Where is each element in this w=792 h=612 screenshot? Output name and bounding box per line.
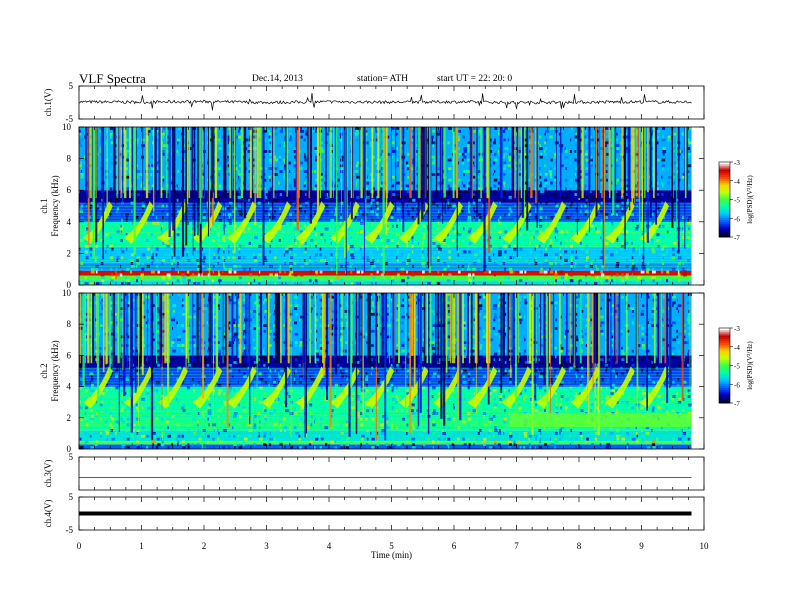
ch2-spectrogram-cbtick--5: -5 [734, 363, 740, 371]
start-time-label: start UT = 22: 20: 0 [437, 74, 513, 84]
ch1-spectrogram-band-0 [79, 280, 692, 285]
ch4-waveform-ylabel: ch.4(V) [43, 500, 53, 528]
ch1-spectrogram-band-7 [79, 190, 692, 203]
ch1-spectrogram-burst-0 [82, 201, 113, 244]
ch1-spectrogram-burst-16 [639, 201, 670, 244]
ch2-spectrogram-cbtick--4: -4 [734, 344, 740, 352]
ch2-spectrogram-ytick-6: 6 [67, 350, 72, 360]
ch2-spectrogram-burst-12 [501, 366, 532, 409]
xtick-5: 5 [389, 541, 394, 551]
ch2-spectrogram-burst-3 [192, 366, 223, 409]
ch1-spectrogram-ylabel: ch.1 [39, 198, 49, 213]
title: VLF Spectra [79, 71, 146, 86]
ch1-spectrogram-ytick-0: 0 [67, 280, 72, 290]
ch1-spectrogram-burst-10 [432, 201, 463, 244]
ch2-spectrogram-ytick-8: 8 [67, 319, 72, 329]
ch1-spectrogram-colorbar: -3 -4 -5 -6 -7 log(PSD)(V²/Hz) [718, 159, 754, 242]
ch2-spectrogram-late-band [510, 413, 692, 428]
ch1-spectrogram-ytick-6: 6 [67, 185, 72, 195]
ch2-spectrogram-burst-8 [364, 366, 395, 409]
ch1-spectrogram-burst-14 [570, 201, 601, 244]
ch1-spectrogram-burst-5 [261, 201, 291, 244]
x-axis-label: Time (min) [371, 550, 412, 560]
ch3-waveform-ylabel: ch.3(V) [43, 460, 53, 488]
ch1-waveform-ytick--5: -5 [66, 114, 74, 124]
xtick-0: 0 [77, 541, 82, 551]
ch2-spectrogram-burst-13 [536, 366, 566, 409]
ch1-spectrogram-ylabel-2: Frequency (kHz) [50, 175, 60, 236]
ch2-spectrogram-ytick-10: 10 [62, 288, 72, 298]
ch2-spectrogram-cbtick--6: -6 [734, 381, 740, 389]
time-axis: 0 1 2 3 4 5 6 7 8 9 10 Time (min) [77, 541, 709, 560]
ch1-spectrogram-image [79, 127, 692, 285]
xtick-4: 4 [327, 541, 332, 551]
ch1-spectrogram-burst-1 [123, 201, 154, 244]
ch1-spectrogram-band-8 [79, 127, 692, 191]
ch1-spectrogram-cbtick--7: -7 [734, 234, 740, 242]
ch1-spectrogram-ytick-8: 8 [67, 154, 72, 164]
xtick-1: 1 [139, 541, 144, 551]
ch1-spectrogram-band-1 [79, 275, 692, 281]
ch1-spectrogram-burst-2 [157, 201, 188, 244]
ch2-spectrogram-burst-2 [157, 366, 188, 409]
ch2-spectrogram-cblabel: log(PSD)(V²/Hz) [746, 341, 754, 390]
ch1-spectrogram-burst-13 [536, 201, 566, 244]
ch2-spectrogram-burst-11 [467, 366, 498, 409]
ch2-spectrogram-ylabel: ch.2 [39, 363, 49, 378]
ch1-spectrogram-cbtick--4: -4 [734, 178, 740, 186]
station-label: station= ATH [357, 74, 409, 84]
xtick-6: 6 [452, 541, 457, 551]
ch1-spectrogram-ytick-10: 10 [62, 122, 72, 132]
ch1-spectrogram-band-2 [79, 270, 692, 276]
xtick-8: 8 [577, 541, 582, 551]
ch3-waveform-ytick-5: 5 [69, 452, 74, 462]
ch2-spectrogram-image [79, 293, 692, 449]
ch4-waveform-ytick-5: 5 [69, 492, 74, 502]
ch2-spectrogram-burst-7 [329, 366, 360, 409]
ch2-spectrogram-burst-6 [295, 366, 326, 409]
ch1-spectrogram-cblabel: log(PSD)(V²/Hz) [746, 175, 754, 224]
ch1-waveform-ylabel: ch.1(V) [43, 89, 53, 117]
ch2-spectrogram-ytick-2: 2 [67, 413, 72, 423]
ch1-spectrogram-ytick-2: 2 [67, 248, 72, 258]
ch1-spectrogram-band-3 [79, 262, 692, 271]
ch2-spectrogram-panel: 0 2 4 6 8 10 ch.2 Frequency (kHz) -3 -4 -5 -6 -7 log(… [39, 288, 754, 454]
ch1-spectrogram-burst-15 [604, 201, 635, 244]
ch1-spectrogram-cbtick--3: -3 [734, 159, 740, 167]
ch2-spectrogram-band-0 [79, 444, 692, 449]
ch2-spectrogram-ytick-4: 4 [67, 382, 72, 392]
xtick-3: 3 [264, 541, 269, 551]
ch1-waveform-trace [78, 92, 692, 111]
ch2-spectrogram-colorbar: -3 -4 -5 -6 -7 log(PSD)(V²/Hz) [718, 325, 754, 408]
ch1-waveform-ytick-5: 5 [69, 81, 74, 91]
ch2-spectrogram-burst-0 [82, 366, 113, 409]
date-label: Dec.14, 2013 [252, 74, 303, 84]
xtick-2: 2 [202, 541, 207, 551]
xtick-7: 7 [514, 541, 519, 551]
ch1-waveform-panel: 5 -5 ch.1(V) [43, 81, 705, 124]
ch2-spectrogram-cbtick--3: -3 [734, 325, 740, 333]
ch2-spectrogram-burst-5 [261, 366, 291, 409]
xtick-10: 10 [700, 541, 710, 551]
ch1-spectrogram-ytick-4: 4 [67, 217, 72, 227]
ch2-spectrogram-burst-15 [604, 366, 635, 409]
ch2-spectrogram-ytick-0: 0 [67, 444, 72, 454]
ch2-spectrogram-band-1 [79, 441, 692, 445]
ch3-waveform-panel: 5 ch.3(V) [43, 452, 705, 491]
ch4-waveform-ytick--5: -5 [66, 525, 74, 535]
xtick-9: 9 [639, 541, 644, 551]
ch2-spectrogram-cbtick--7: -7 [734, 400, 740, 408]
ch2-spectrogram-ylabel-2: Frequency (kHz) [50, 340, 60, 401]
ch4-waveform-panel: 5 -5 ch.4(V) [43, 492, 705, 535]
ch1-spectrogram-cbtick--5: -5 [734, 197, 740, 205]
ch1-spectrogram-panel: 0 2 4 6 8 10 ch.1 Frequency (kHz) -3 -4 -5 -6 -7 log(… [39, 122, 754, 290]
ch1-spectrogram-cbtick--6: -6 [734, 215, 740, 223]
